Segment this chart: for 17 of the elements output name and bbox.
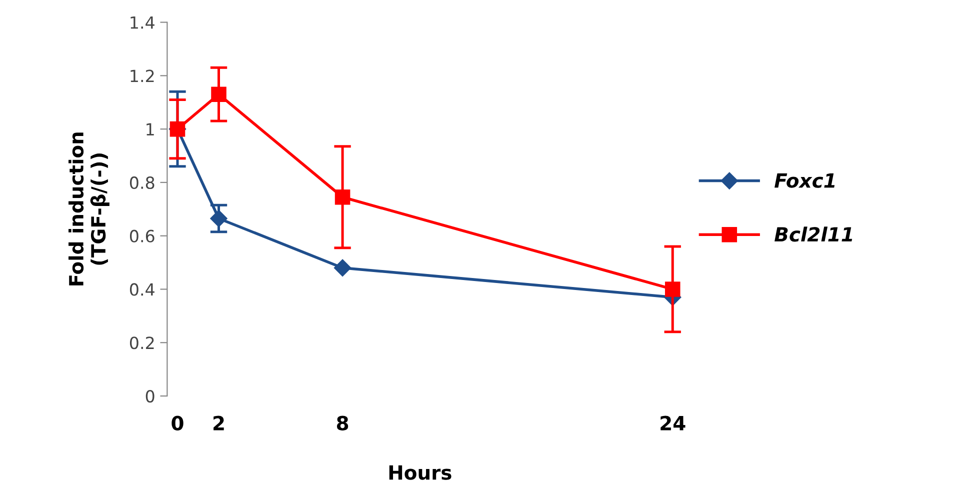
x-tick-label: 0 [172, 416, 184, 430]
x-tick-label: 2 [214, 416, 224, 430]
y-tick-label: 0.2 [130, 336, 154, 350]
point [334, 259, 352, 276]
y-tick-label: 1.4 [130, 16, 154, 29]
x-tick-label: 24 [660, 416, 686, 430]
y-tick-label: 1.2 [130, 70, 154, 82]
legend-label: Bcl2l11 [774, 226, 852, 242]
y-axis-title: Fold induction (TGF-β/(-)) [68, 132, 110, 286]
x-tick-label: 8 [336, 416, 348, 430]
x-axis-title: Hours [389, 465, 452, 480]
y-tick-label: 0.6 [130, 230, 154, 242]
y-tick-label: 1 [146, 123, 154, 136]
y-tick-label: 0 [146, 390, 154, 403]
y-tick-label: 0.8 [130, 176, 154, 190]
y-tick-label: 0.4 [130, 283, 154, 296]
legend-label: Foxc1 [774, 173, 835, 188]
